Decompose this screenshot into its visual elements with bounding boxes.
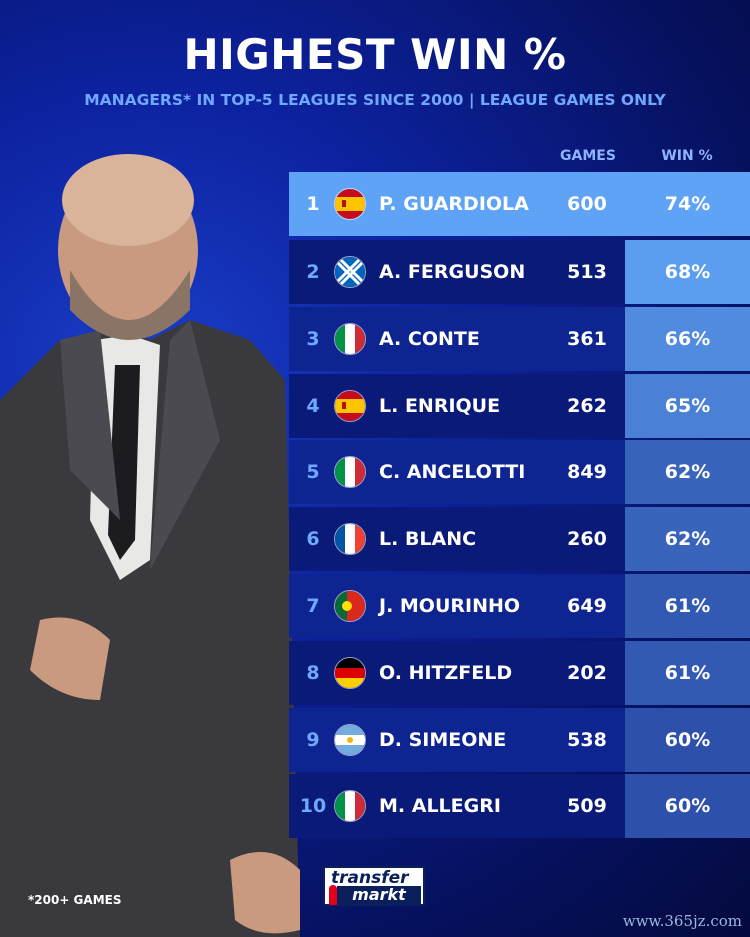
scotland-flag-icon [334, 256, 366, 288]
rank: 1 [306, 193, 320, 215]
win-percent-cell: 68% [625, 240, 750, 304]
games-value: 361 [567, 327, 607, 350]
table-row: 8 O. HITZFELD 202 61% [289, 640, 750, 705]
table-row: 6 L. BLANC 260 62% [289, 507, 750, 572]
portugal-flag-icon [334, 590, 366, 622]
column-header-win: WIN % [661, 148, 713, 164]
spain-flag-icon [334, 188, 366, 220]
france-flag-icon [334, 523, 366, 556]
logo-text-2: markt [337, 886, 421, 904]
win-percent-cell: 61% [625, 574, 750, 638]
rank: 8 [306, 661, 320, 684]
manager-name: M. ALLEGRI [379, 795, 501, 818]
win-percent-cell: 60% [625, 774, 750, 839]
rank: 7 [306, 595, 320, 617]
table-row: 5 C. ANCELOTTI 849 62% [289, 440, 750, 505]
games-value: 849 [567, 461, 607, 484]
footnote: *200+ GAMES [28, 893, 122, 907]
rank: 4 [306, 394, 320, 417]
page-subtitle: MANAGERS* IN TOP-5 LEAGUES SINCE 2000 | … [84, 91, 666, 109]
table-row: 10 M. ALLEGRI 509 60% [289, 774, 750, 839]
rank: 2 [306, 261, 320, 283]
table-row: 1 P. GUARDIOLA 600 74% [289, 172, 750, 236]
italy-flag-icon [334, 790, 366, 823]
manager-name: J. MOURINHO [379, 595, 521, 617]
manager-name: A. FERGUSON [379, 261, 526, 283]
transfermarkt-logo: transfer markt [323, 866, 425, 906]
win-percent-cell: 60% [625, 707, 750, 772]
games-value: 600 [567, 193, 607, 215]
italy-flag-icon [334, 456, 366, 489]
rank: 6 [306, 528, 320, 551]
rank: 5 [306, 461, 320, 484]
logo-player-icon [329, 885, 337, 905]
manager-name: A. CONTE [379, 327, 480, 350]
manager-name: L. ENRIQUE [379, 394, 501, 417]
argentina-flag-icon [334, 723, 366, 756]
games-value: 649 [567, 595, 607, 617]
win-percent-cell: 62% [625, 440, 750, 505]
page-title: HIGHEST WIN % [183, 30, 567, 79]
games-value: 260 [567, 528, 607, 551]
games-value: 262 [567, 394, 607, 417]
germany-flag-icon [334, 656, 366, 689]
manager-name: P. GUARDIOLA [379, 193, 529, 215]
rank: 3 [306, 327, 320, 350]
logo-text-1: transfer [331, 868, 409, 888]
watermark: www.365jz.com [622, 912, 742, 930]
table-row: 4 L. ENRIQUE 262 65% [289, 373, 750, 438]
win-percent-cell: 74% [664, 193, 711, 215]
games-value: 202 [567, 661, 607, 684]
games-value: 509 [567, 795, 607, 818]
win-percent-cell: 61% [625, 640, 750, 705]
table-row: 9 D. SIMEONE 538 60% [289, 707, 750, 772]
win-percent-cell: 65% [625, 373, 750, 438]
rank: 10 [299, 795, 327, 818]
win-percent-cell: 66% [625, 306, 750, 371]
manager-photo [0, 154, 300, 937]
table-row: 3 A. CONTE 361 66% [289, 306, 750, 371]
rank: 9 [306, 728, 320, 751]
manager-name: L. BLANC [379, 528, 477, 551]
table-row: 7 J. MOURINHO 649 61% [289, 574, 750, 638]
column-header-games: GAMES [560, 148, 616, 164]
games-value: 513 [567, 261, 607, 283]
italy-flag-icon [334, 322, 366, 355]
spain-flag-icon [334, 389, 366, 422]
manager-name: O. HITZFELD [379, 661, 513, 684]
win-percent-cell: 62% [625, 507, 750, 572]
manager-name: D. SIMEONE [379, 728, 507, 751]
games-value: 538 [567, 728, 607, 751]
manager-name: C. ANCELOTTI [379, 461, 526, 484]
table-row: 2 A. FERGUSON 513 68% [289, 240, 750, 304]
